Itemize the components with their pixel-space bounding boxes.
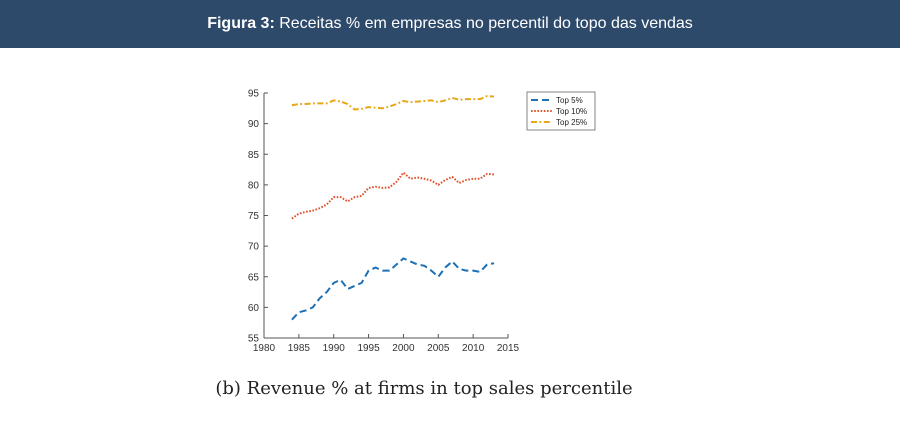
y-tick-label: 60 <box>248 303 260 314</box>
legend-label-top-5: Top 5% <box>556 96 583 105</box>
y-tick-label: 80 <box>248 180 260 191</box>
y-tick-label: 95 <box>248 89 260 100</box>
y-tick-label: 85 <box>248 150 260 161</box>
y-tick-label: 55 <box>248 334 260 345</box>
series-line-top-10 <box>291 171 495 220</box>
x-tick-label: 2000 <box>392 343 415 354</box>
x-tick-label: 1995 <box>357 343 380 354</box>
series-line-top-25 <box>291 95 495 111</box>
x-tick-label: 2015 <box>497 343 520 354</box>
x-tick-label: 1985 <box>288 343 311 354</box>
figure-caption: (b) Revenue % at firms in top sales perc… <box>215 378 633 399</box>
chart-series-group <box>291 95 495 321</box>
figure-title: Receitas % em empresas no percentil do t… <box>279 15 693 32</box>
chart-legend: Top 5% Top 10% Top 25% <box>526 91 596 131</box>
y-tick-label: 90 <box>248 119 260 130</box>
x-tick-label: 1980 <box>253 343 276 354</box>
x-tick-label: 2010 <box>462 343 485 354</box>
line-chart: 55 60 65 70 75 80 85 90 95 1980 1985 1990 1995 2000 20… <box>248 89 596 355</box>
figure-header: Figura 3: Receitas % em empresas no perc… <box>0 0 900 48</box>
x-tick-label: 1990 <box>323 343 346 354</box>
series-line-top-5 <box>291 257 495 321</box>
y-tick-label: 75 <box>248 211 260 222</box>
chart-axes: 55 60 65 70 75 80 85 90 95 1980 1985 1990 1995 2000 20… <box>248 89 520 355</box>
figure-label: Figura 3: <box>207 15 275 32</box>
legend-label-top-25: Top 25% <box>556 118 587 127</box>
y-tick-label: 70 <box>248 242 260 253</box>
legend-label-top-10: Top 10% <box>556 107 587 116</box>
y-tick-label: 65 <box>248 272 260 283</box>
x-tick-label: 2005 <box>427 343 450 354</box>
